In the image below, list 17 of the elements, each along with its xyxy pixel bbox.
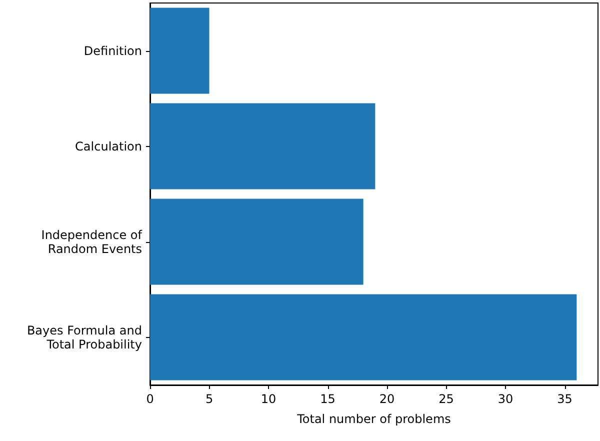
x-tick-label: 0 xyxy=(146,392,154,406)
x-tick-label: 10 xyxy=(260,392,276,406)
x-tick-label: 25 xyxy=(438,392,454,406)
bar xyxy=(150,294,577,380)
x-tick-label: 30 xyxy=(498,392,514,406)
y-tick-label: Bayes Formula and Total Probability xyxy=(26,323,142,352)
x-tick-label: 15 xyxy=(320,392,336,406)
x-axis-title: Total number of problems xyxy=(296,412,451,426)
bar xyxy=(150,198,364,285)
x-tick-label: 35 xyxy=(557,392,572,406)
bar xyxy=(150,8,210,94)
x-tick-label: 20 xyxy=(379,392,395,406)
y-tick-label: Definition xyxy=(84,44,142,58)
y-tick-label: Independence of Random Events xyxy=(41,228,143,256)
y-tick-label: Calculation xyxy=(75,139,142,154)
bar xyxy=(150,103,376,190)
x-tick-label: 5 xyxy=(205,392,214,406)
